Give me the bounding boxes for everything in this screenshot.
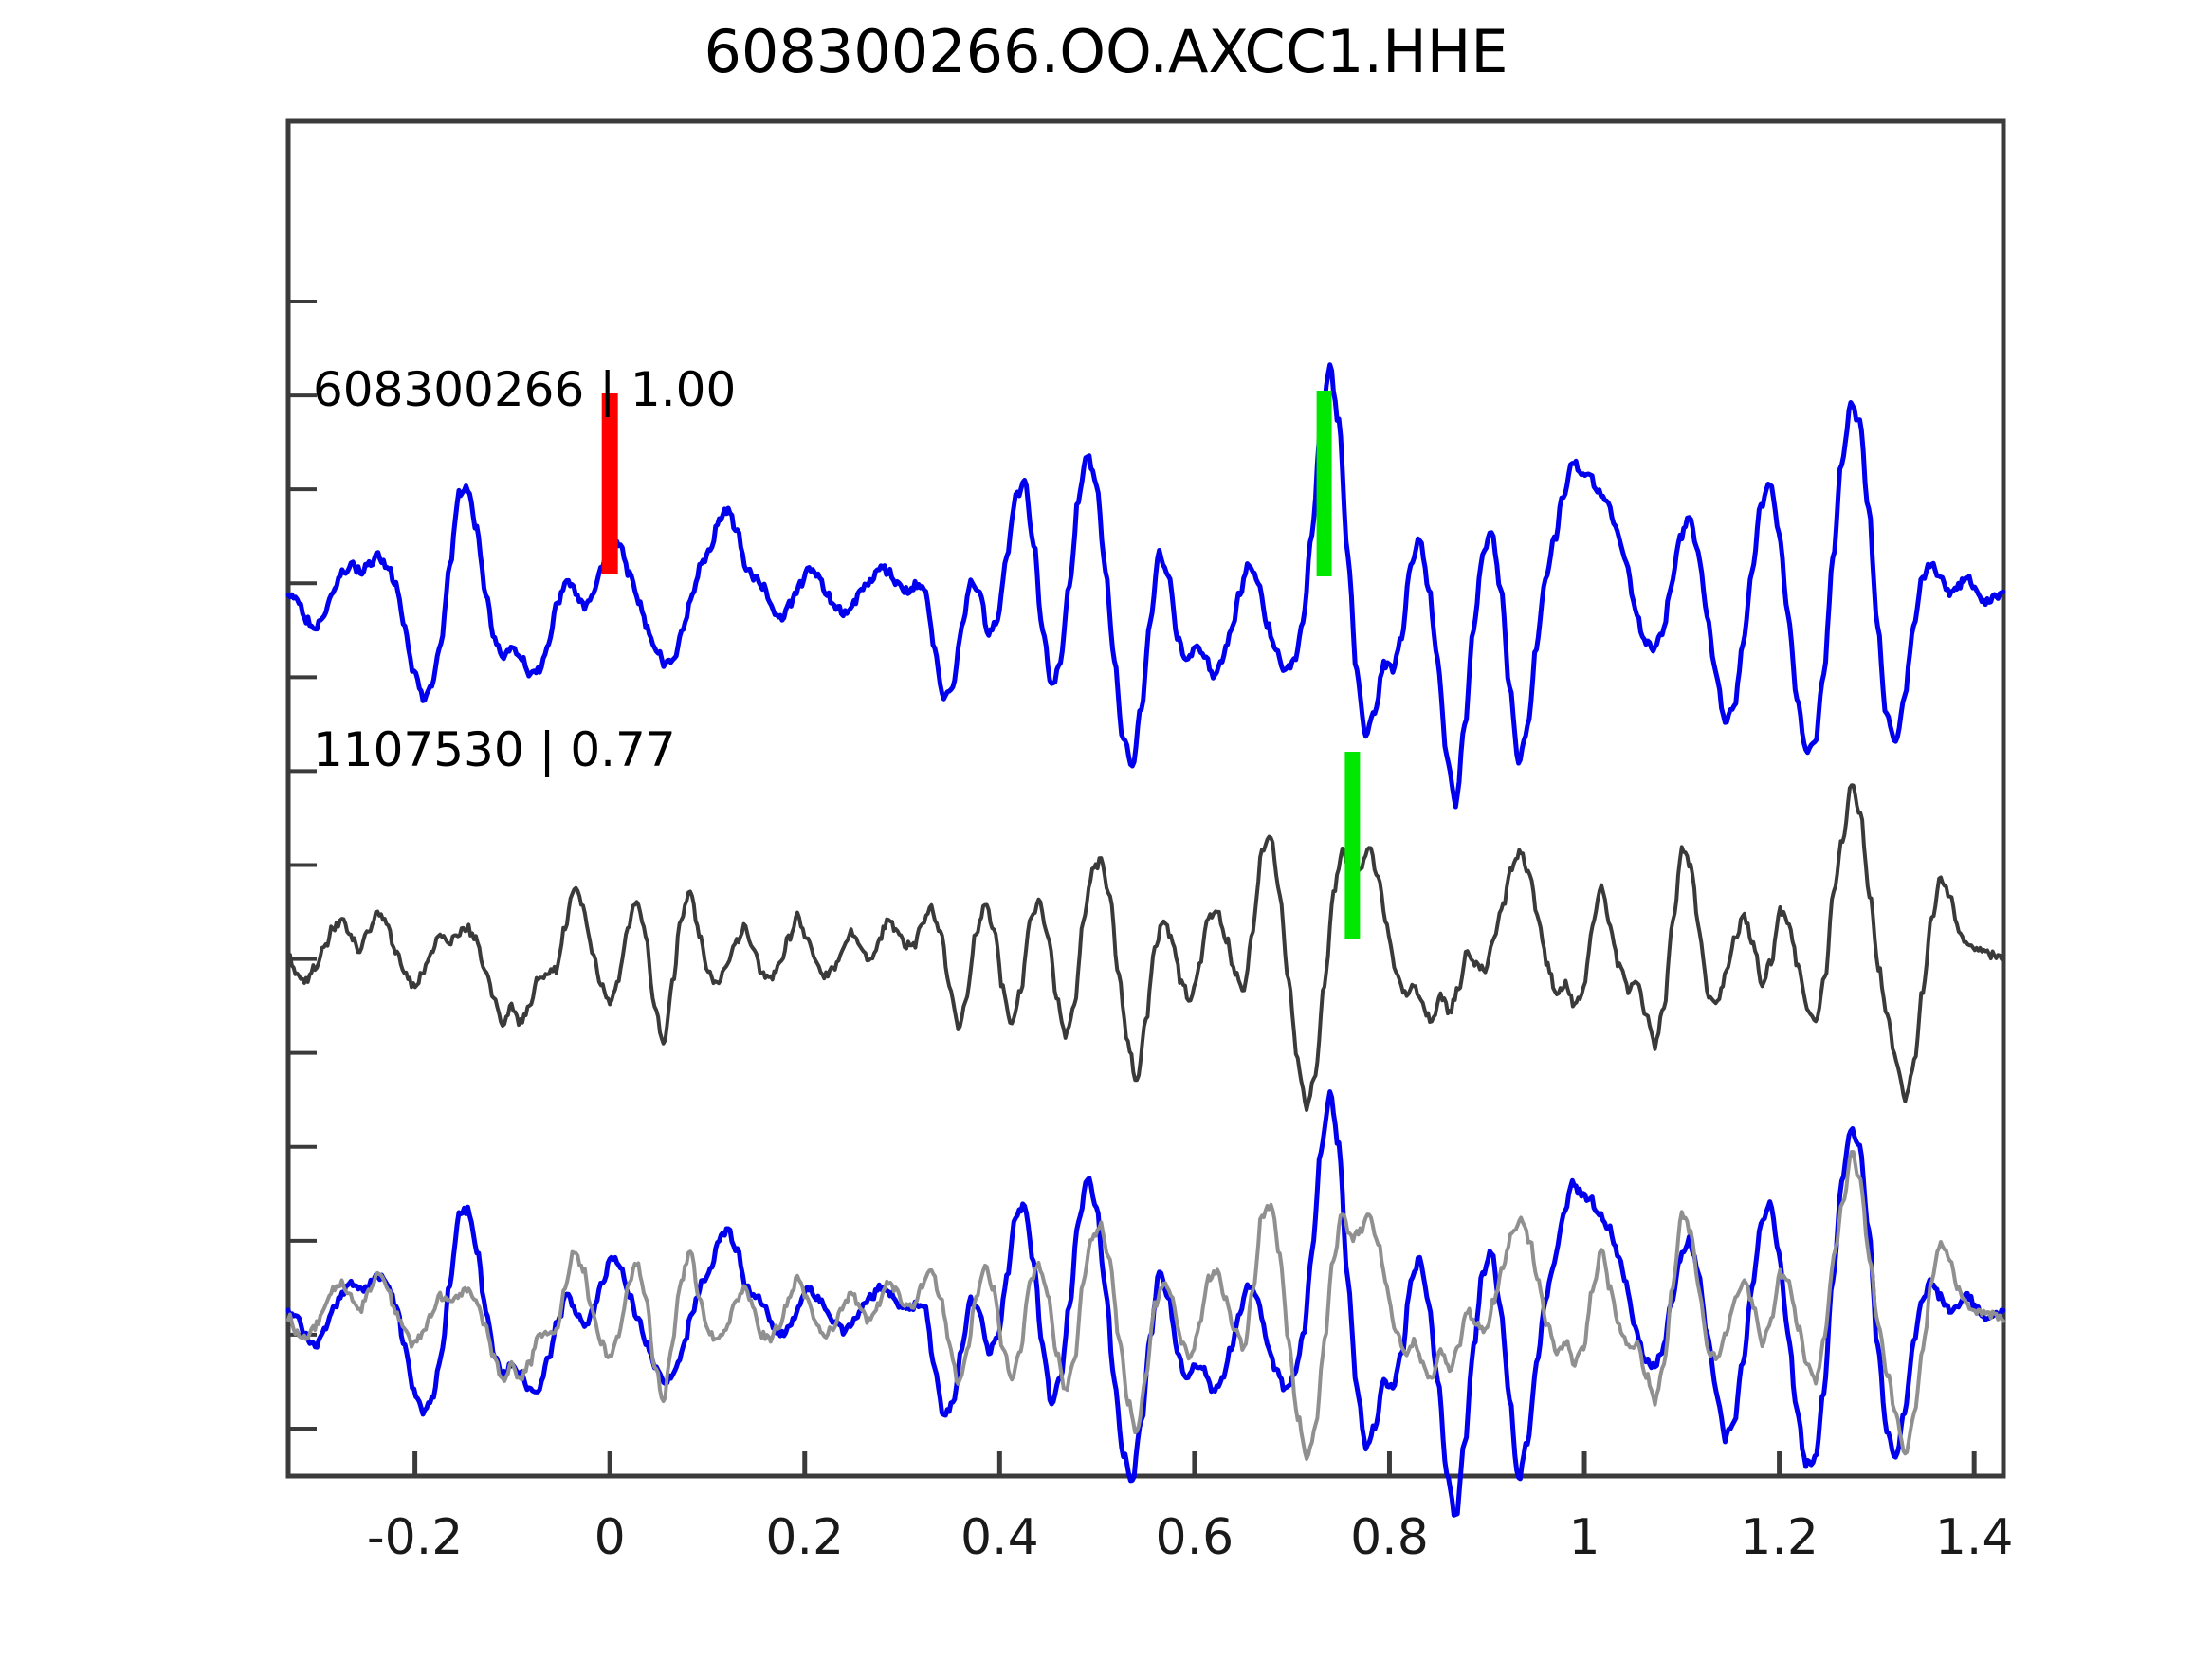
trace-label-template: 608300266 | 1.00 bbox=[313, 362, 736, 417]
x-tick-label: 0.4 bbox=[960, 1509, 1039, 1566]
x-tick-label: 1.4 bbox=[1935, 1509, 2014, 1566]
waveform-1107530 bbox=[286, 783, 2005, 1112]
x-tick-label: 1 bbox=[1568, 1509, 1600, 1566]
page-title: 608300266.OO.AXCC1.HHE bbox=[704, 17, 1508, 86]
x-tick-label: 0.6 bbox=[1156, 1509, 1234, 1566]
waveform-traces bbox=[285, 362, 2006, 1518]
x-tick-label: 0 bbox=[594, 1509, 626, 1566]
waveform-overlay-detection bbox=[286, 1150, 2005, 1461]
trace-label-detection: 1107530 | 0.77 bbox=[313, 722, 676, 777]
x-axis-ticks bbox=[412, 1451, 1977, 1476]
x-tick-label: 1.2 bbox=[1740, 1509, 1819, 1566]
x-tick-label: 0.2 bbox=[765, 1509, 844, 1566]
waveform-overlay-template bbox=[285, 1089, 2006, 1518]
x-tick-label: -0.2 bbox=[367, 1509, 463, 1566]
x-axis-tick-labels: -0.2 0 0.2 0.4 0.6 0.8 1 1.2 1.4 bbox=[367, 1509, 2014, 1566]
template-phase-pick bbox=[1316, 391, 1332, 576]
detection-phase-pick bbox=[1344, 752, 1361, 939]
y-axis-ticks bbox=[288, 300, 317, 1431]
x-tick-label: 0.8 bbox=[1350, 1509, 1429, 1566]
trace-labels: 608300266 | 1.00 1107530 | 0.77 bbox=[313, 362, 736, 777]
template-origin-pick bbox=[601, 393, 618, 574]
waveform-608300266 bbox=[285, 362, 2006, 810]
phase-pick-markers bbox=[601, 391, 1361, 939]
axes-frame bbox=[285, 118, 2006, 1479]
